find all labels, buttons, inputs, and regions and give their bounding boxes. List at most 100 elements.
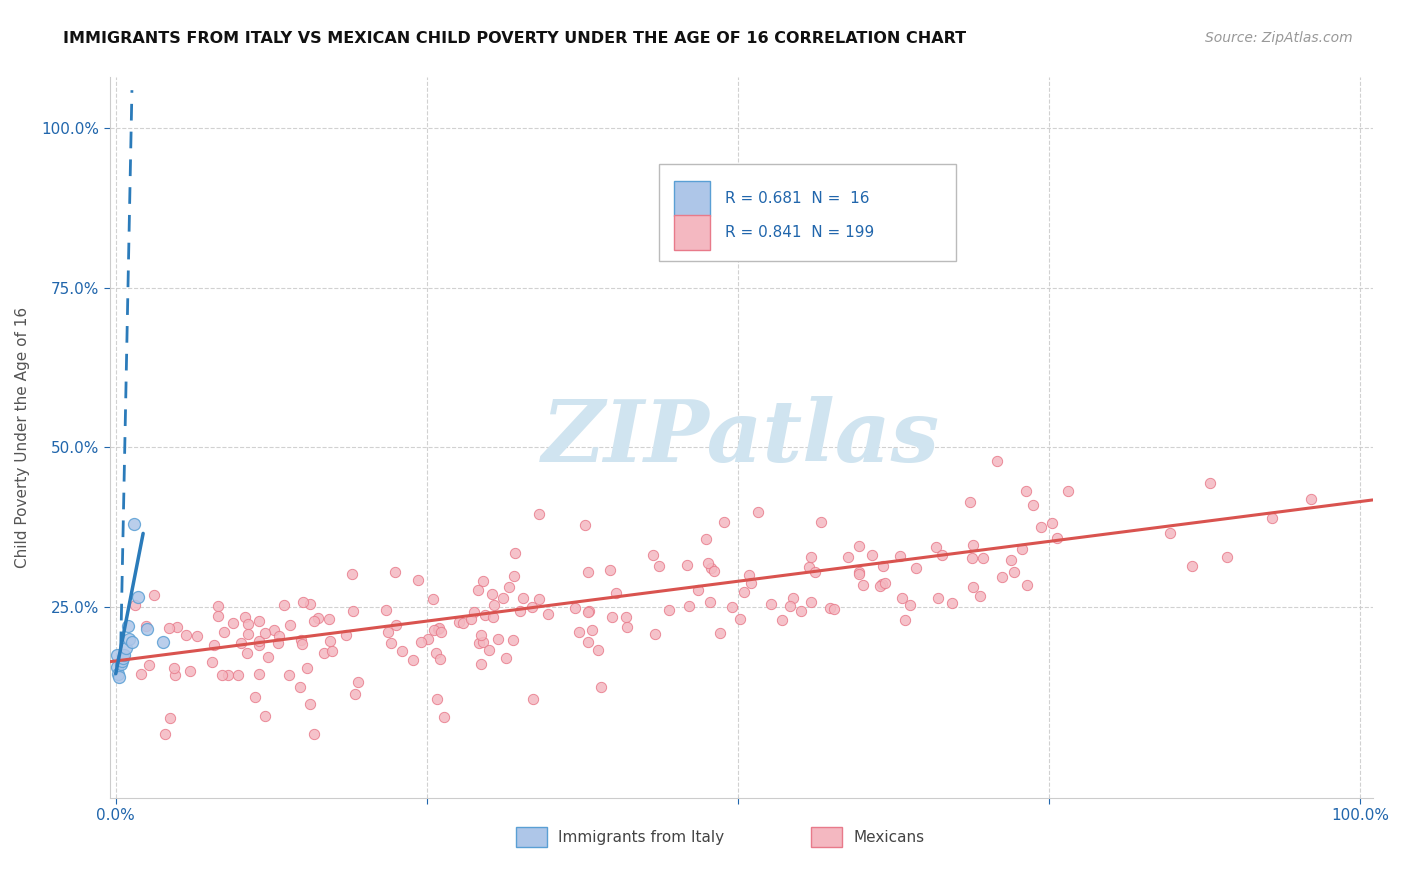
Point <box>1299 491 1322 506</box>
Point <box>138 657 160 672</box>
Point <box>1022 498 1045 512</box>
Point <box>411 634 433 648</box>
Point <box>433 709 456 723</box>
Point <box>226 668 249 682</box>
Point <box>426 622 449 636</box>
Text: IMMIGRANTS FROM ITALY VS MEXICAN CHILD POVERTY UNDER THE AGE OF 16 CORRELATION C: IMMIGRANTS FROM ITALY VS MEXICAN CHILD P… <box>63 31 966 46</box>
Point <box>425 646 447 660</box>
Point <box>291 595 314 609</box>
Point <box>641 548 664 562</box>
Point <box>699 595 721 609</box>
Point <box>873 575 896 590</box>
Point <box>721 599 744 614</box>
Point <box>114 648 136 662</box>
Point <box>114 641 136 656</box>
Point <box>166 620 188 634</box>
Point <box>254 626 277 640</box>
Point <box>426 691 449 706</box>
Point <box>1031 520 1053 534</box>
Y-axis label: Child Poverty Under the Age of 16: Child Poverty Under the Age of 16 <box>15 307 30 568</box>
Text: Mexicans: Mexicans <box>853 830 925 845</box>
Point <box>302 614 325 628</box>
Point <box>143 588 166 602</box>
Point <box>111 654 134 668</box>
Point <box>165 667 187 681</box>
Point <box>384 618 406 632</box>
Point <box>800 549 823 564</box>
Point <box>212 624 235 639</box>
Point <box>657 603 679 617</box>
Point <box>159 711 181 725</box>
Point <box>728 612 751 626</box>
Point <box>236 626 259 640</box>
Point <box>222 615 245 630</box>
Point <box>1000 552 1022 566</box>
Point <box>492 591 515 606</box>
Point <box>779 599 801 613</box>
Point <box>962 580 984 594</box>
Point <box>898 599 921 613</box>
Point <box>312 646 335 660</box>
Point <box>703 564 725 578</box>
Point <box>578 604 600 618</box>
Point <box>121 635 143 649</box>
Point <box>747 505 769 519</box>
Point <box>576 605 599 619</box>
Point <box>335 628 357 642</box>
Bar <box>675 181 710 216</box>
Point <box>503 545 526 559</box>
Point <box>581 623 603 637</box>
Point <box>648 558 671 573</box>
Point <box>427 621 450 635</box>
Point <box>278 618 301 632</box>
Point <box>502 632 524 647</box>
Point <box>304 727 326 741</box>
Point <box>574 517 596 532</box>
Point <box>470 628 492 642</box>
Point <box>733 584 755 599</box>
Point <box>678 599 700 613</box>
Point <box>1159 526 1181 541</box>
Point <box>460 612 482 626</box>
Point <box>112 650 135 665</box>
Point <box>108 670 131 684</box>
Point <box>738 568 761 582</box>
Point <box>291 636 314 650</box>
Point <box>236 617 259 632</box>
Bar <box>675 215 710 250</box>
Point <box>605 586 627 600</box>
Point <box>931 548 953 562</box>
Point <box>889 549 911 563</box>
Point <box>962 538 984 552</box>
Point <box>959 494 981 508</box>
Point <box>804 565 827 579</box>
Point <box>267 636 290 650</box>
Point <box>810 516 832 530</box>
Point <box>157 622 180 636</box>
Point <box>576 635 599 649</box>
Point <box>105 660 128 674</box>
Point <box>391 644 413 658</box>
Point <box>522 692 544 706</box>
Point <box>247 638 270 652</box>
Point <box>118 632 141 646</box>
Point <box>925 541 948 555</box>
Point <box>1002 565 1025 579</box>
Point <box>290 632 312 647</box>
Point <box>470 657 492 671</box>
Point <box>520 599 543 614</box>
Point <box>599 563 621 577</box>
Point <box>429 624 451 639</box>
Point <box>969 589 991 603</box>
Point <box>471 574 494 589</box>
Point <box>509 604 531 618</box>
Point <box>247 666 270 681</box>
Point <box>860 549 883 563</box>
Point <box>699 561 721 575</box>
Point <box>894 613 917 627</box>
Point <box>869 579 891 593</box>
Point <box>127 590 149 604</box>
Point <box>991 570 1014 584</box>
Point <box>870 577 893 591</box>
Point <box>254 709 277 723</box>
